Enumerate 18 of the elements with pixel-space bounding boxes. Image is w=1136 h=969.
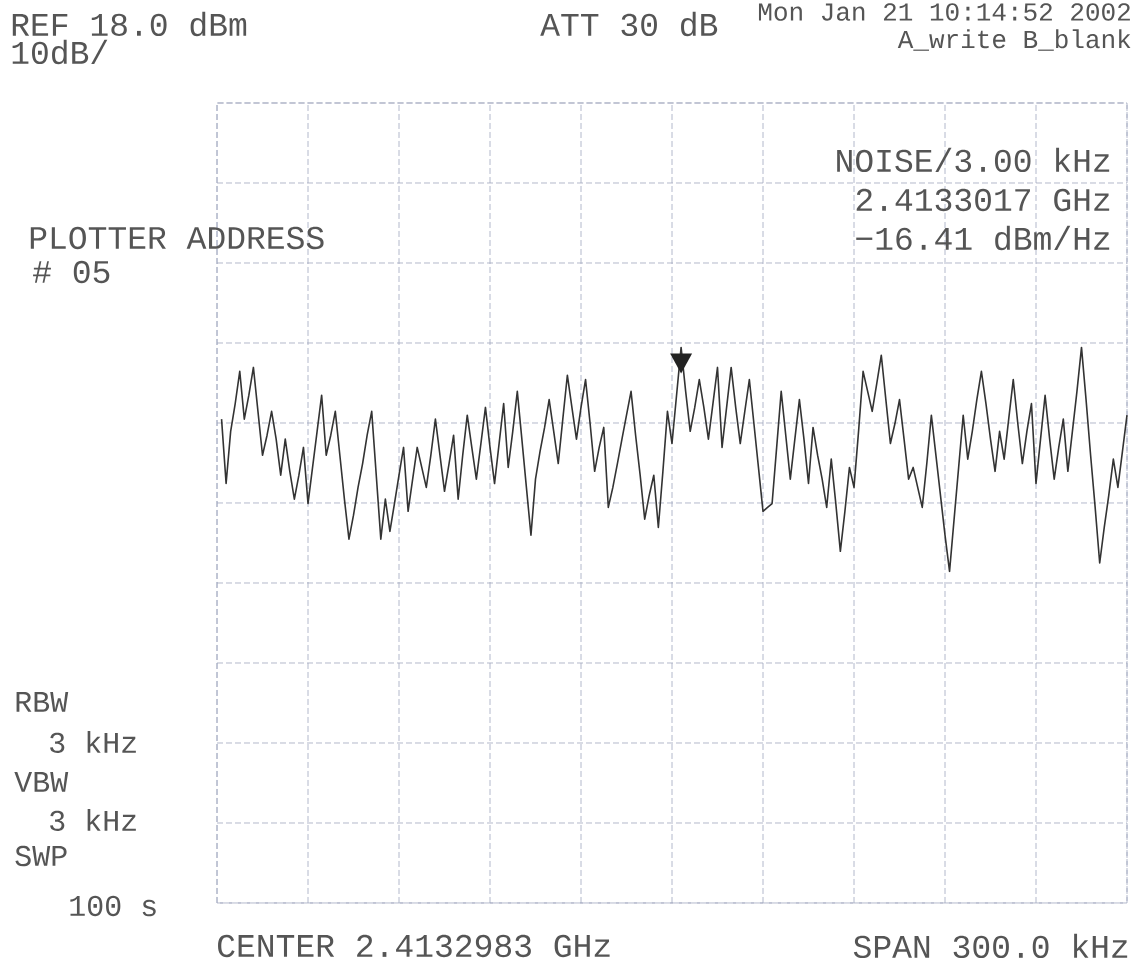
text: SPAN 300.0 kHz [853, 933, 1128, 959]
text: A_write B_blank [897, 29, 1131, 51]
text: 3 kHz [50, 730, 136, 754]
text: ATT 30 dB [540, 11, 718, 37]
text: CENTER 2.4132983 GHz [218, 934, 610, 958]
text: 3 kHz [50, 808, 136, 832]
text: VBW [14, 772, 69, 792]
text: 100 s [70, 895, 156, 917]
text: SWP [15, 845, 67, 867]
text: −16.41 dBm/Hz [856, 225, 1110, 251]
text: # 05 [33, 260, 110, 284]
text: 2.4133017 GHz [856, 188, 1110, 212]
text: NOISE/3.00 kHz [837, 147, 1110, 173]
text: REF 18.0 dBm [12, 11, 247, 37]
text: Mon Jan 21 10:14:52 2002 [758, 3, 1130, 21]
text: RBW [16, 692, 69, 712]
text: PLOTTER ADDRESS [30, 226, 324, 250]
text: 10dB/ [12, 39, 108, 65]
